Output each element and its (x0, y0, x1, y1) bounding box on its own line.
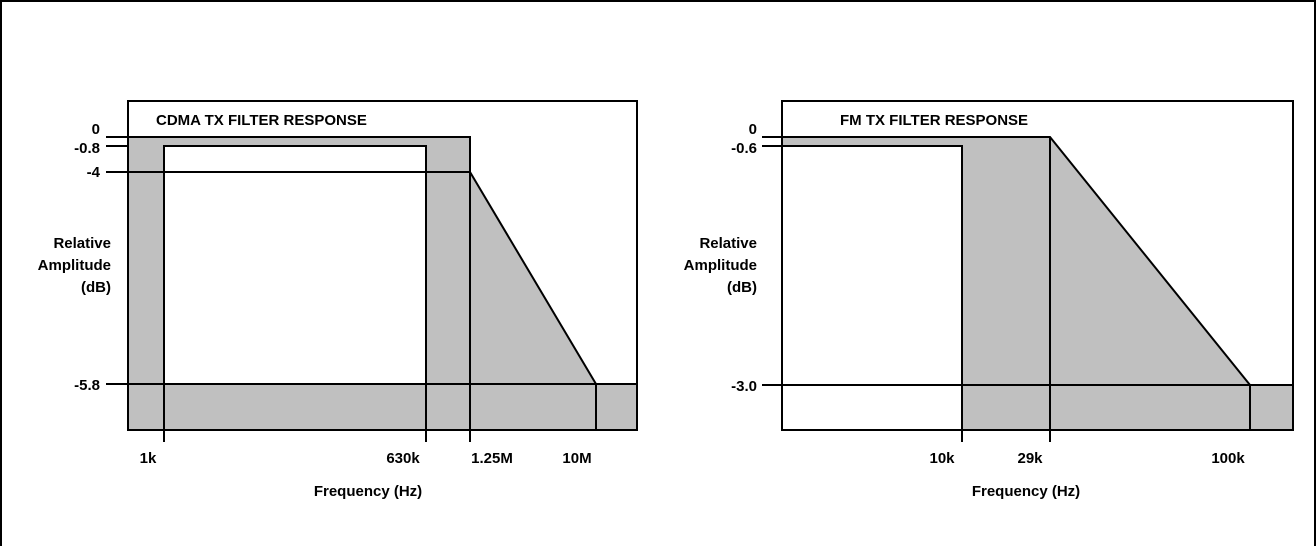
fm-xtick-label-29k: 29k (1017, 450, 1043, 467)
cdma-plot-frame (127, 100, 638, 431)
fm-passband-region (782, 146, 962, 430)
cdma-ylabel-line3: (dB) (81, 279, 111, 296)
fm-xtick-label-10k: 10k (929, 450, 955, 467)
fm-ytick-label-0: 0 (749, 121, 757, 138)
fm-ylabel-line3: (dB) (727, 279, 757, 296)
cdma-passband-region (164, 146, 426, 384)
fm-ytick-label-minus0.6: -0.6 (731, 140, 757, 157)
cdma-xtick-label-10M: 10M (562, 450, 591, 467)
fm-ylabel-line1: Relative (699, 235, 757, 252)
fm-shaded-left-strip (782, 137, 962, 146)
fm-title: FM TX FILTER RESPONSE (840, 112, 1028, 129)
fm-ylabel-line2: Amplitude (684, 257, 757, 274)
cdma-xtick-label-1.25M: 1.25M (471, 450, 513, 467)
fm-xlabel: Frequency (Hz) (972, 483, 1080, 500)
cdma-ytick-label-minus4: -4 (87, 164, 101, 181)
fm-plot-frame (781, 100, 1294, 431)
cdma-xtick-label-630k: 630k (386, 450, 420, 467)
cdma-chart: CDMA TX FILTER RESPONSE 0 -0.8 -4 -5.8 R… (38, 100, 638, 500)
cdma-ylabel-line1: Relative (53, 235, 111, 252)
cdma-ytick-label-minus5.8: -5.8 (74, 377, 100, 394)
fm-xtick-label-100k: 100k (1211, 450, 1245, 467)
cdma-lower-limit-line (163, 145, 427, 430)
cdma-xlabel: Frequency (Hz) (314, 483, 422, 500)
cdma-xtick-label-1k: 1k (140, 450, 157, 467)
fm-lower-limit-line (782, 145, 963, 430)
fm-ytick-label-minus3: -3.0 (731, 378, 757, 395)
fm-chart: FM TX FILTER RESPONSE 0 -0.6 -3.0 Relati… (684, 100, 1294, 500)
fm-upper-limit-line (782, 136, 1251, 430)
cdma-ytick-label-minus0.8: -0.8 (74, 140, 100, 157)
cdma-title: CDMA TX FILTER RESPONSE (156, 112, 367, 129)
cdma-ylabel-line2: Amplitude (38, 257, 111, 274)
cdma-ytick-label-0: 0 (92, 121, 100, 138)
